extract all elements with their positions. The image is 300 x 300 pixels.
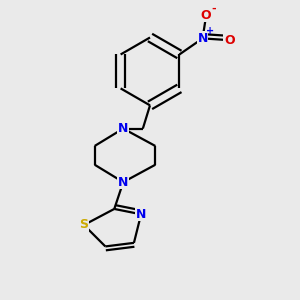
Text: N: N xyxy=(118,176,128,189)
Text: S: S xyxy=(80,218,88,232)
Text: O: O xyxy=(201,9,211,22)
Text: +: + xyxy=(206,26,214,35)
Text: -: - xyxy=(212,4,216,14)
Text: N: N xyxy=(118,122,128,135)
Text: N: N xyxy=(197,32,208,45)
Text: O: O xyxy=(224,34,235,47)
Text: N: N xyxy=(136,208,146,221)
